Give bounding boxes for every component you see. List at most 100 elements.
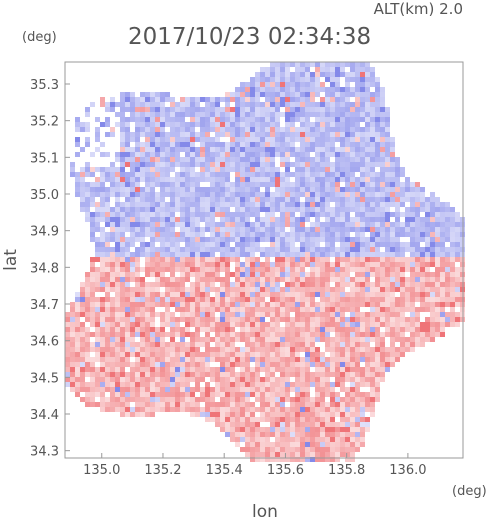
velocity-cell bbox=[305, 337, 310, 342]
velocity-cell bbox=[180, 212, 185, 217]
velocity-cell bbox=[330, 247, 335, 252]
velocity-cell bbox=[205, 227, 210, 232]
velocity-cell bbox=[90, 402, 95, 407]
velocity-cell bbox=[310, 107, 315, 112]
velocity-cell bbox=[400, 302, 405, 307]
velocity-cell bbox=[370, 117, 375, 122]
velocity-cell bbox=[380, 192, 385, 197]
velocity-cell bbox=[320, 387, 325, 392]
velocity-cell bbox=[325, 152, 330, 157]
velocity-cell bbox=[165, 372, 170, 377]
velocity-cell bbox=[210, 107, 215, 112]
velocity-cell bbox=[220, 147, 225, 152]
velocity-cell bbox=[140, 387, 145, 392]
velocity-cell bbox=[260, 432, 265, 437]
velocity-cell bbox=[100, 387, 105, 392]
velocity-cell bbox=[450, 227, 455, 232]
velocity-cell bbox=[185, 267, 190, 272]
velocity-cell bbox=[260, 267, 265, 272]
velocity-cell bbox=[175, 282, 180, 287]
velocity-cell bbox=[215, 247, 220, 252]
velocity-cell bbox=[285, 372, 290, 377]
velocity-cell bbox=[130, 237, 135, 242]
velocity-cell bbox=[335, 237, 340, 242]
velocity-cell bbox=[375, 222, 380, 227]
velocity-cell bbox=[415, 232, 420, 237]
velocity-cell bbox=[75, 357, 80, 362]
velocity-cell bbox=[155, 282, 160, 287]
velocity-cell bbox=[435, 287, 440, 292]
velocity-cell bbox=[355, 72, 360, 77]
velocity-cell bbox=[125, 342, 130, 347]
velocity-cell bbox=[290, 127, 295, 132]
velocity-cell bbox=[380, 162, 385, 167]
velocity-cell bbox=[330, 62, 335, 67]
velocity-cell bbox=[130, 317, 135, 322]
velocity-cell bbox=[85, 162, 90, 167]
velocity-cell bbox=[120, 412, 125, 417]
velocity-cell bbox=[345, 167, 350, 172]
velocity-cell bbox=[100, 322, 105, 327]
velocity-cell bbox=[385, 117, 390, 122]
velocity-cell bbox=[100, 267, 105, 272]
velocity-cell bbox=[280, 337, 285, 342]
velocity-cell bbox=[360, 242, 365, 247]
velocity-cell bbox=[410, 292, 415, 297]
velocity-cell bbox=[350, 192, 355, 197]
velocity-cell bbox=[175, 142, 180, 147]
velocity-cell bbox=[210, 227, 215, 232]
velocity-cell bbox=[320, 352, 325, 357]
velocity-cell bbox=[440, 212, 445, 217]
velocity-cell bbox=[295, 282, 300, 287]
velocity-cell bbox=[440, 262, 445, 267]
velocity-cell bbox=[240, 337, 245, 342]
velocity-cell bbox=[365, 212, 370, 217]
velocity-cell bbox=[85, 317, 90, 322]
velocity-cell bbox=[415, 307, 420, 312]
velocity-cell bbox=[325, 177, 330, 182]
velocity-cell bbox=[240, 412, 245, 417]
velocity-cell bbox=[180, 267, 185, 272]
velocity-cell bbox=[320, 412, 325, 417]
velocity-cell bbox=[220, 112, 225, 117]
velocity-cell bbox=[390, 362, 395, 367]
velocity-cell bbox=[355, 187, 360, 192]
velocity-cell bbox=[120, 367, 125, 372]
velocity-cell bbox=[90, 287, 95, 292]
velocity-cell bbox=[135, 342, 140, 347]
velocity-cell bbox=[190, 242, 195, 247]
velocity-cell bbox=[300, 112, 305, 117]
velocity-cell bbox=[235, 132, 240, 137]
velocity-cell bbox=[380, 127, 385, 132]
velocity-cell bbox=[370, 292, 375, 297]
velocity-cell bbox=[400, 192, 405, 197]
velocity-cell bbox=[330, 437, 335, 442]
velocity-cell bbox=[200, 172, 205, 177]
velocity-cell bbox=[330, 382, 335, 387]
velocity-cell bbox=[315, 347, 320, 352]
velocity-cell bbox=[230, 367, 235, 372]
velocity-cell bbox=[260, 377, 265, 382]
velocity-cell bbox=[100, 392, 105, 397]
velocity-cell bbox=[265, 357, 270, 362]
velocity-cell bbox=[295, 232, 300, 237]
velocity-cell bbox=[365, 102, 370, 107]
velocity-cell bbox=[245, 207, 250, 212]
velocity-cell bbox=[245, 302, 250, 307]
velocity-cell bbox=[70, 302, 75, 307]
velocity-cell bbox=[105, 232, 110, 237]
velocity-cell bbox=[95, 337, 100, 342]
velocity-cell bbox=[115, 217, 120, 222]
velocity-cell bbox=[430, 327, 435, 332]
velocity-cell bbox=[285, 352, 290, 357]
velocity-cell bbox=[365, 177, 370, 182]
velocity-cell bbox=[375, 202, 380, 207]
velocity-cell bbox=[195, 262, 200, 267]
velocity-cell bbox=[285, 237, 290, 242]
velocity-cell bbox=[245, 412, 250, 417]
velocity-cell bbox=[365, 377, 370, 382]
velocity-cell bbox=[230, 212, 235, 217]
velocity-cell bbox=[445, 222, 450, 227]
velocity-cell bbox=[435, 227, 440, 232]
velocity-cell bbox=[135, 272, 140, 277]
